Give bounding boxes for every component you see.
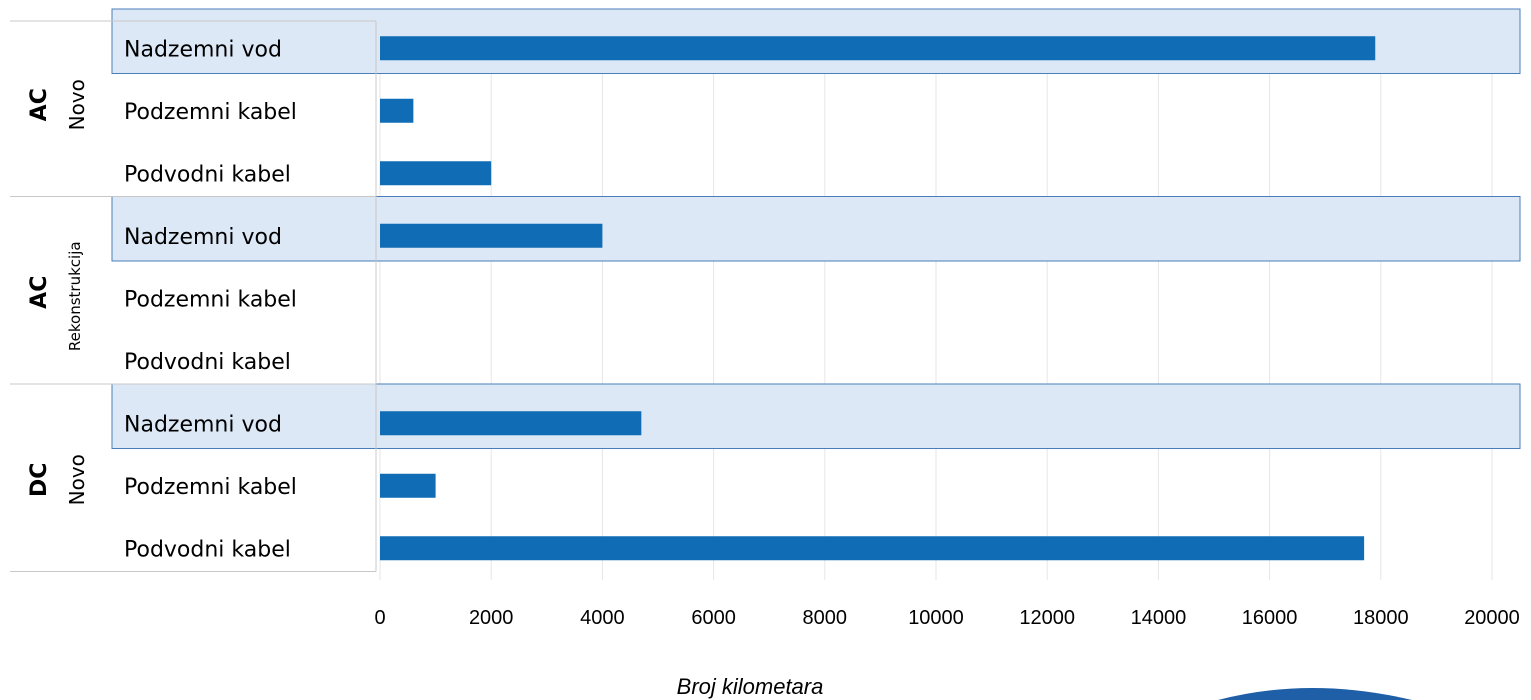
category-label: Podzemni kabel	[124, 475, 297, 500]
x-tick-label: 6000	[691, 607, 736, 629]
bar	[380, 161, 492, 186]
category-label: Podzemni kabel	[124, 287, 297, 312]
x-axis-label: Broj kilometara	[677, 674, 824, 699]
group-label: AC	[27, 276, 52, 309]
group-sublabel: Novo	[65, 79, 89, 130]
group-label: AC	[27, 88, 52, 121]
bar	[380, 536, 1365, 561]
group-sublabel: Rekonstrukcija	[66, 241, 84, 351]
x-tick-labels: 0 2000 4000 6000 8000 10000 12000 14000 16000 180…	[374, 607, 1519, 629]
bar	[380, 223, 603, 248]
row-highlight	[111, 196, 1521, 262]
group-separators	[10, 20, 377, 572]
group-label: DC	[27, 463, 52, 497]
category-label: Podvodni kabel	[124, 537, 291, 562]
gridlines	[379, 10, 1493, 580]
x-tick-label: 20000	[1464, 607, 1520, 629]
x-tick-label: 8000	[803, 607, 848, 629]
x-tick-label: 12000	[1019, 607, 1075, 629]
group-sublabel: Novo	[65, 454, 89, 505]
category-label: Nadzemni vod	[124, 37, 282, 62]
bar	[380, 473, 436, 498]
x-tick-label: 2000	[469, 607, 514, 629]
x-tick-label: 18000	[1353, 607, 1409, 629]
group-labels: AC Novo AC Rekonstrukcija DC Novo	[27, 79, 89, 505]
category-labels: Nadzemni vod Podzemni kabel Podvodni kabel…	[124, 37, 297, 562]
bars	[380, 36, 1376, 561]
row-highlights	[111, 8, 1521, 449]
category-label: Nadzemni vod	[124, 412, 282, 437]
x-tick-label: 14000	[1131, 607, 1187, 629]
x-tick-label: 4000	[580, 607, 625, 629]
bar	[380, 98, 414, 123]
x-tick-label: 16000	[1242, 607, 1298, 629]
x-tick-label: 0	[374, 607, 385, 629]
decorative-arc	[1218, 688, 1412, 700]
row-highlight	[111, 383, 1521, 449]
category-label: Podzemni kabel	[124, 100, 297, 125]
category-label: Podvodni kabel	[124, 350, 291, 375]
category-label: Nadzemni vod	[124, 225, 282, 250]
category-label: Podvodni kabel	[124, 162, 291, 187]
x-tick-label: 10000	[908, 607, 964, 629]
bar	[380, 36, 1376, 61]
bar	[380, 411, 642, 436]
